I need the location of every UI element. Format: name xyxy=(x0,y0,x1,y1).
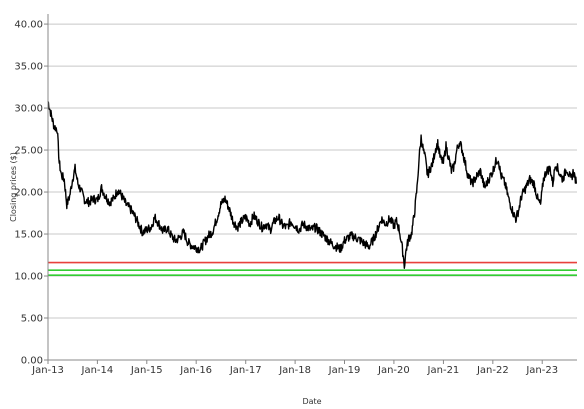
axes xyxy=(47,14,577,361)
x-tick-label: Jan-17 xyxy=(229,365,262,376)
y-tick-label: 40.00 xyxy=(14,20,43,31)
x-axis-title: Date xyxy=(302,397,321,406)
x-tick-label: Jan-22 xyxy=(476,365,509,376)
y-axis-title: Closing prices ($) xyxy=(9,152,18,222)
y-tick-label: 15.00 xyxy=(14,230,43,241)
x-tick-label: Jan-14 xyxy=(81,365,114,376)
y-tick-label: 10.00 xyxy=(14,272,43,283)
series-layer xyxy=(47,101,578,269)
x-tick-labels: Jan-13 Jan-14 Jan-15 Jan-16 Jan-17 Jan-18 Jan-… xyxy=(31,360,558,376)
y-tick-label: 25.00 xyxy=(14,146,43,157)
price-series-line xyxy=(47,101,578,269)
x-tick-label: Jan-21 xyxy=(427,365,460,376)
x-tick-label: Jan-13 xyxy=(31,365,64,376)
y-tick-labels: 0.00 5.00 10.00 15.00 20.00 25.00 30.00 35.00 40… xyxy=(14,20,48,367)
gridlines xyxy=(48,23,577,319)
y-tick-label: 20.00 xyxy=(14,188,43,199)
y-tick-label: 30.00 xyxy=(14,104,43,115)
x-tick-label: Jan-15 xyxy=(130,365,163,376)
x-tick-label: Jan-18 xyxy=(278,365,311,376)
y-tick-label: 0.00 xyxy=(21,356,43,367)
x-tick-label: Jan-16 xyxy=(179,365,212,376)
x-tick-label: Jan-19 xyxy=(328,365,361,376)
x-tick-label: Jan-20 xyxy=(377,365,410,376)
y-tick-label: 35.00 xyxy=(14,62,43,73)
x-tick-label: Jan-23 xyxy=(525,365,558,376)
reference-lines xyxy=(48,261,577,276)
y-tick-label: 5.00 xyxy=(21,314,43,325)
